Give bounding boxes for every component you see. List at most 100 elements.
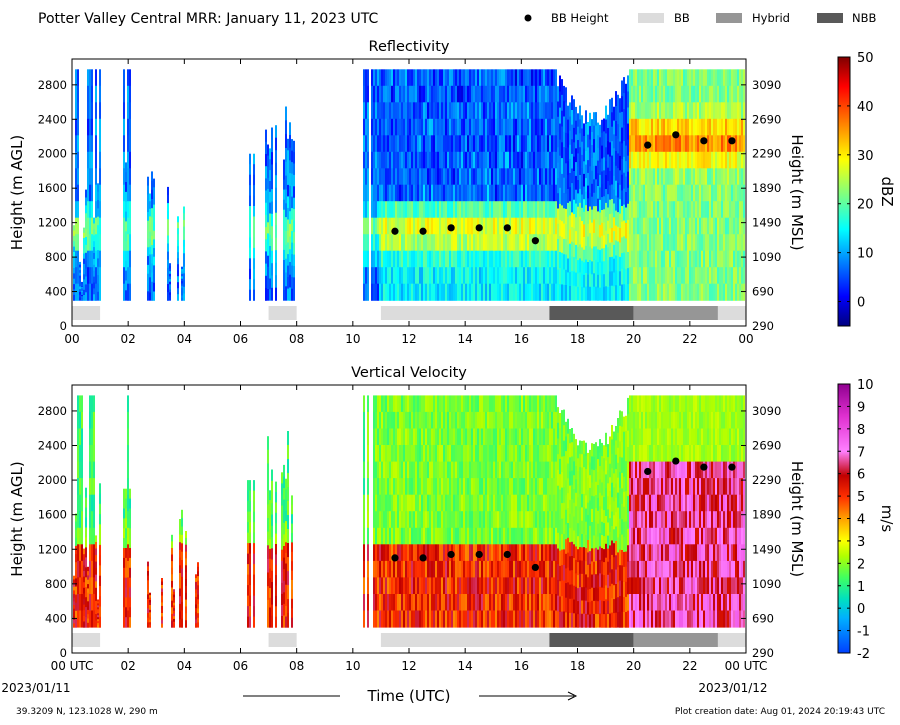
field-cell [623,140,625,158]
field-cell [73,289,75,296]
field-cell [651,234,653,252]
field-cell [293,266,295,278]
field-cell [77,594,79,612]
field-cell [461,250,463,268]
field-cell [685,283,687,301]
field-cell [513,135,515,153]
field-cell [577,233,579,248]
field-cell [79,267,81,271]
field-cell [125,617,127,628]
field-cell [651,201,653,219]
field-cell [461,267,463,285]
field-cell [459,577,461,595]
field-cell [427,610,429,628]
field-cell [425,69,427,87]
legend-nbb-label: NBB [852,11,876,25]
field-cell [553,283,555,301]
field-cell [625,130,627,147]
field-cell [461,461,463,479]
field-cell [495,527,497,545]
field-cell [497,135,499,153]
field-cell [479,267,481,285]
field-cell [429,102,431,120]
field-cell [623,268,625,285]
field-cell [181,568,183,578]
field-cell [437,395,439,413]
field-cell [77,85,79,103]
field-cell [567,175,569,190]
field-cell [75,267,77,285]
field-cell [167,292,169,301]
field-cell [509,118,511,136]
field-cell [635,135,637,153]
field-cell [275,512,277,524]
field-cell [737,184,739,202]
field-cell [479,594,481,612]
field-cell [705,217,707,235]
field-cell [285,563,287,575]
field-cell [493,494,495,512]
field-cell [667,184,669,202]
field-cell [643,118,645,136]
field-cell [443,250,445,268]
field-cell [661,283,663,301]
field-cell [285,134,287,149]
field-cell [477,527,479,545]
field-cell [709,184,711,202]
field-cell [695,283,697,301]
field-cell [527,85,529,103]
field-cell [647,118,649,136]
field-cell [455,168,457,186]
field-cell [463,234,465,252]
field-cell [367,610,369,628]
field-cell [95,85,97,103]
field-cell [519,461,521,479]
field-cell [445,217,447,235]
field-cell [425,217,427,235]
field-cell [467,527,469,545]
field-cell [725,234,727,252]
field-cell [485,135,487,153]
field-cell [471,461,473,479]
field-cell [697,69,699,87]
field-cell [475,395,477,413]
field-cell [441,217,443,235]
field-cell [473,151,475,169]
field-cell [247,511,249,523]
field-cell [557,239,559,255]
field-cell [515,168,517,186]
field-cell [431,201,433,219]
field-cell [661,267,663,285]
field-cell [493,395,495,413]
field-cell [501,151,503,169]
field-cell [703,217,705,235]
field-cell [123,69,125,87]
field-cell [73,278,75,285]
field-cell [561,284,563,301]
field-cell [457,102,459,120]
field-cell [275,162,277,176]
field-cell [389,445,391,463]
field-cell [657,267,659,285]
field-cell [285,286,287,301]
field-cell [89,135,91,153]
field-cell [377,395,379,413]
field-cell [77,478,79,496]
field-cell [399,168,401,186]
field-cell [609,127,611,143]
field-cell [181,290,183,294]
field-cell [663,250,665,268]
field-cell [669,69,671,87]
field-cell [631,283,633,301]
field-cell [673,151,675,169]
field-cell [675,217,677,235]
field-cell [563,101,565,118]
field-cell [181,551,183,561]
field-cell [431,118,433,136]
field-cell [485,250,487,268]
field-cell [465,461,467,479]
field-cell [733,201,735,219]
field-cell [551,234,553,252]
colorbar-tick-label: 30 [857,149,874,164]
field-cell [449,118,451,136]
